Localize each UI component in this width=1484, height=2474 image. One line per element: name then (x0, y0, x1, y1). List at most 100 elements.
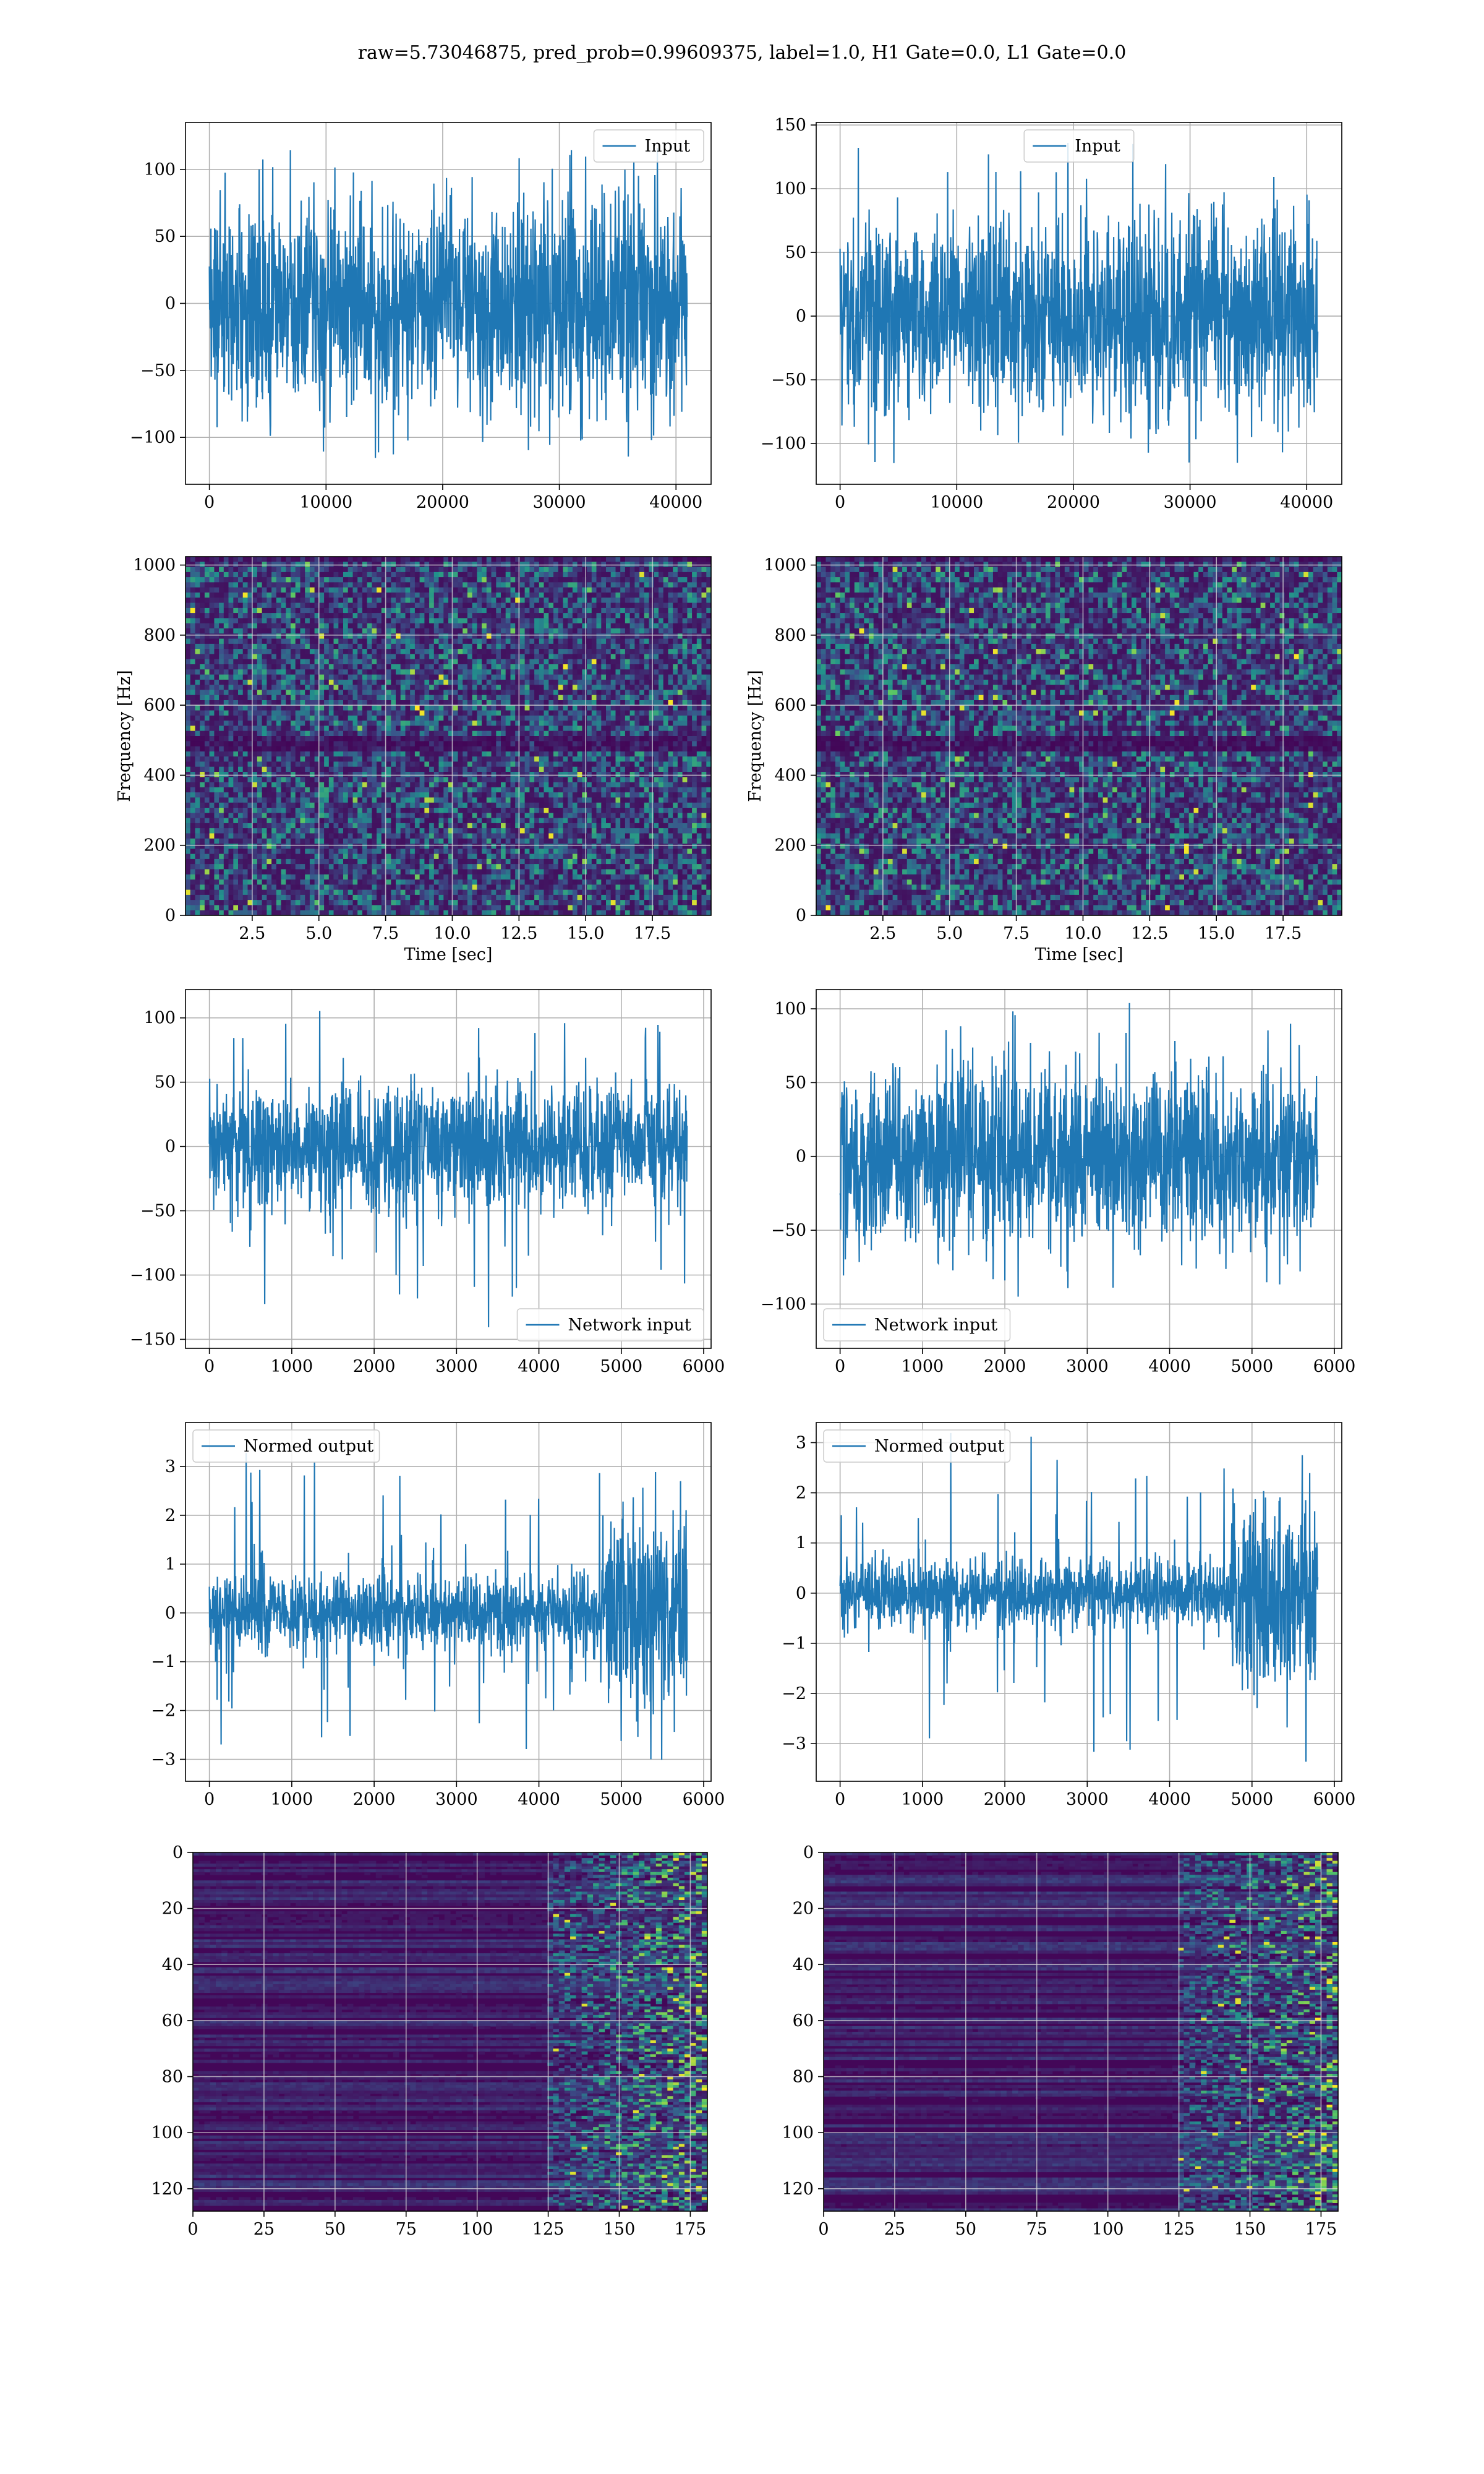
axes-frame (192, 1852, 708, 2212)
y-tick-label: 40 (162, 1955, 183, 1974)
axes-frame (816, 556, 1342, 916)
x-tick-label: 10000 (930, 493, 983, 512)
x-tick-label: 175 (1305, 2220, 1337, 2239)
x-tick-label: 20000 (416, 493, 469, 512)
x-tick-label: 75 (1026, 2220, 1047, 2239)
x-tick-label: 3000 (435, 1790, 478, 1809)
y-tick-label: 800 (143, 626, 176, 645)
x-tick-label: 2000 (984, 1357, 1026, 1376)
x-tick-label: 12.5 (500, 924, 537, 943)
x-tick-label: 1000 (271, 1357, 313, 1376)
x-tick-label: 1000 (902, 1357, 944, 1376)
chart-input-left: 0 10000 20000 30000 40000 −100 −50 0 50 100 Input (130, 122, 712, 512)
chart-feature-map-left: 0 25 50 75 100 125 150 175 0 20 40 60 80 100 120 (151, 1843, 708, 2239)
y-tick-label: 50 (155, 227, 176, 246)
y-tick-label: 0 (796, 1584, 806, 1603)
x-tick-label: 2.5 (869, 924, 896, 943)
y-tick-label: 1000 (764, 556, 806, 575)
y-tick-label: 2 (165, 1506, 176, 1525)
series-line (839, 142, 1319, 463)
x-tick-label: 0 (835, 493, 845, 512)
y-tick-label: −2 (782, 1684, 806, 1703)
y-tick-label: 20 (793, 1899, 814, 1919)
x-tick-label: 6000 (1313, 1357, 1356, 1376)
x-tick-label: 100 (461, 2220, 493, 2239)
legend-box (192, 1429, 380, 1463)
y-tick-label: −100 (130, 428, 176, 447)
chart-normed-output-left: 0 1000 2000 3000 4000 5000 6000 −3 −2 −1 0 1 2 3 Norme… (151, 1422, 725, 1809)
x-tick-label: 2000 (353, 1790, 396, 1809)
heatmap-cells (186, 557, 711, 915)
x-tick-label: 6000 (683, 1790, 725, 1809)
legend-label: Network input (568, 1316, 691, 1335)
y-tick-label: 120 (782, 2180, 814, 2199)
gridlines (186, 557, 711, 916)
y-tick-label: 1000 (133, 556, 176, 575)
y-tick-label: 150 (774, 116, 806, 135)
axes-frame (823, 1852, 1339, 2212)
y-tick-label: 50 (785, 1073, 806, 1092)
legend: Input (593, 129, 704, 163)
x-tick-label: 6000 (1313, 1790, 1356, 1809)
y-tick-label: 200 (774, 836, 806, 855)
y-tick-label: 100 (774, 999, 806, 1019)
axes-frame (185, 556, 712, 916)
y-tick-label: 60 (793, 2011, 814, 2031)
x-tick-label: 5000 (600, 1357, 642, 1376)
y-tick-label: 0 (165, 1137, 176, 1157)
legend-label: Normed output (244, 1437, 373, 1456)
x-tick-label: 5000 (1230, 1790, 1273, 1809)
y-axis-label: Frequency [Hz] (115, 670, 134, 802)
x-tick-label: 1000 (271, 1790, 313, 1809)
legend-box (823, 1429, 1011, 1463)
series-line (839, 1003, 1319, 1297)
y-tick-label: 0 (165, 906, 176, 925)
y-tick-label: −3 (782, 1734, 806, 1753)
x-tick-label: 30000 (533, 493, 586, 512)
x-tick-label: 20000 (1047, 493, 1100, 512)
x-tick-label: 15.0 (567, 924, 604, 943)
x-tick-label: 15.0 (1198, 924, 1235, 943)
chart-normed-output-right: 0 1000 2000 3000 4000 5000 6000 −3 −2 −1 0 1 2 3 Norme… (782, 1422, 1356, 1809)
x-tick-label: 0 (835, 1790, 845, 1809)
legend: Network input (823, 1308, 1011, 1342)
y-tick-label: 3 (796, 1433, 806, 1452)
y-tick-label: 100 (143, 160, 176, 179)
x-tick-label: 40000 (649, 493, 702, 512)
legend: Normed output (823, 1429, 1011, 1463)
y-tick-label: 0 (165, 294, 176, 314)
y-tick-label: 0 (796, 1147, 806, 1166)
y-tick-label: 0 (173, 1843, 183, 1862)
chart-feature-map-right: 0 25 50 75 100 125 150 175 0 20 40 60 80 100 120 (782, 1843, 1339, 2239)
x-axis-label: Time [sec] (404, 945, 493, 964)
y-tick-label: 80 (793, 2068, 814, 2087)
legend: Network input (516, 1308, 704, 1342)
chart-network-input-left: 0 1000 2000 3000 4000 5000 6000 −150 −100 −50 0 50 1… (130, 989, 725, 1376)
x-tick-label: 4000 (1148, 1790, 1191, 1809)
x-tick-label: 3000 (1066, 1790, 1109, 1809)
heatmap-cells (824, 1852, 1338, 2211)
x-tick-label: 175 (675, 2220, 707, 2239)
y-tick-label: 100 (774, 179, 806, 199)
chart-spectrogram-left: 2.5 5.0 7.5 10.0 12.5 15.0 17.5 0 200 400 600 800 10… (115, 556, 712, 964)
y-tick-label: −1 (151, 1653, 176, 1672)
y-tick-label: 100 (782, 2123, 814, 2142)
y-tick-label: 40 (793, 1955, 814, 1974)
axes-frame (816, 122, 1342, 485)
x-tick-label: 0 (204, 493, 215, 512)
series-line (208, 1011, 688, 1327)
x-tick-label: 5000 (1230, 1357, 1273, 1376)
y-tick-label: 0 (165, 1604, 176, 1623)
y-tick-label: 80 (162, 2068, 183, 2087)
y-axis-label: Frequency [Hz] (746, 670, 765, 802)
axes-frame (816, 1422, 1342, 1782)
y-tick-label: 120 (151, 2180, 183, 2199)
x-tick-label: 10.0 (1064, 924, 1101, 943)
legend-box (593, 129, 704, 163)
y-tick-label: −150 (130, 1330, 176, 1349)
y-tick-label: −50 (771, 1221, 806, 1240)
legend: Normed output (192, 1429, 380, 1463)
x-tick-label: 0 (204, 1790, 215, 1809)
series-line (839, 1432, 1319, 1762)
x-tick-label: 100 (1092, 2220, 1124, 2239)
